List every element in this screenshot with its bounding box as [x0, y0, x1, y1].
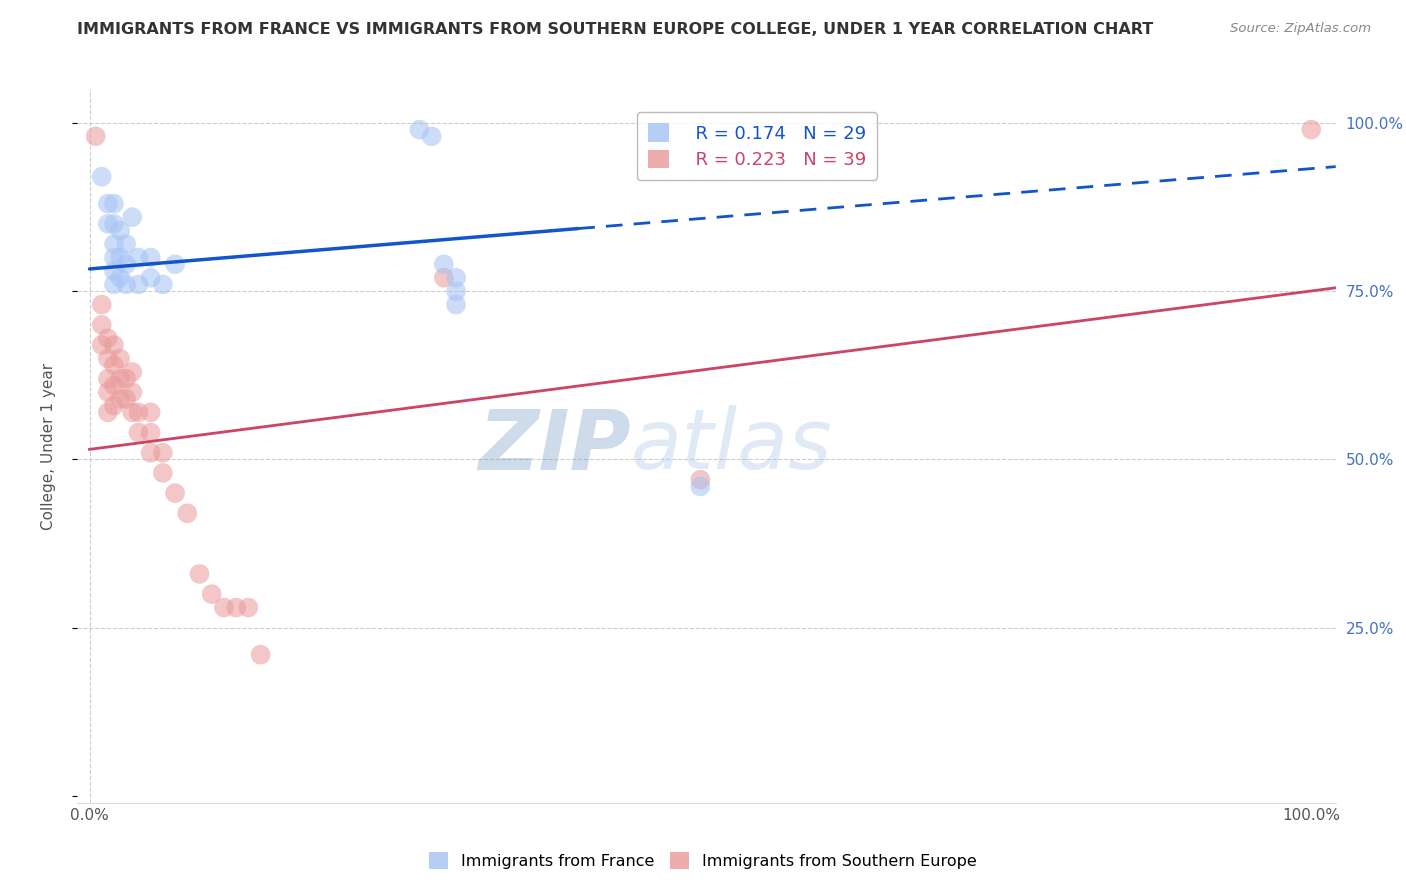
Point [108, 270, 131, 285]
Y-axis label: College, Under 1 year: College, Under 1 year [42, 362, 56, 530]
Point [121, 405, 143, 419]
Point [139, 425, 162, 440]
Point [103, 378, 125, 392]
Point [90, 298, 112, 312]
Point [103, 237, 125, 252]
Point [115, 392, 138, 406]
Point [115, 372, 138, 386]
Point [121, 385, 143, 400]
Point [108, 351, 131, 366]
Point [225, 600, 247, 615]
Point [97, 405, 120, 419]
Point [689, 473, 711, 487]
Point [121, 365, 143, 379]
Point [127, 251, 149, 265]
Point [212, 600, 235, 615]
Point [433, 257, 456, 271]
Point [103, 277, 125, 292]
Point [201, 587, 224, 601]
Point [90, 169, 112, 184]
Point [408, 122, 430, 136]
Point [97, 196, 120, 211]
Point [139, 446, 162, 460]
Point [103, 251, 125, 265]
Text: Source: ZipAtlas.com: Source: ZipAtlas.com [1230, 22, 1371, 36]
Point [238, 600, 260, 615]
Point [115, 257, 138, 271]
Point [90, 338, 112, 352]
Point [97, 217, 120, 231]
Point [165, 257, 187, 271]
Point [90, 318, 112, 332]
Point [103, 338, 125, 352]
Point [139, 251, 162, 265]
Point [115, 277, 138, 292]
Point [433, 270, 456, 285]
Point [444, 270, 467, 285]
Point [103, 217, 125, 231]
Point [176, 506, 198, 520]
Point [689, 479, 711, 493]
Point [115, 237, 138, 252]
Point [97, 372, 120, 386]
Text: ZIP: ZIP [478, 406, 631, 486]
Point [444, 298, 467, 312]
Point [97, 331, 120, 345]
Point [127, 425, 149, 440]
Point [103, 196, 125, 211]
Point [152, 277, 174, 292]
Point [127, 405, 149, 419]
Text: IMMIGRANTS FROM FRANCE VS IMMIGRANTS FROM SOUTHERN EUROPE COLLEGE, UNDER 1 YEAR : IMMIGRANTS FROM FRANCE VS IMMIGRANTS FRO… [77, 22, 1153, 37]
Point [444, 284, 467, 298]
Point [103, 264, 125, 278]
Point [420, 129, 443, 144]
Point [152, 446, 174, 460]
Point [188, 566, 211, 581]
Point [249, 648, 271, 662]
Point [108, 372, 131, 386]
Point [139, 270, 162, 285]
Legend: Immigrants from France, Immigrants from Southern Europe: Immigrants from France, Immigrants from … [423, 846, 983, 875]
Point [1301, 122, 1323, 136]
Point [121, 210, 143, 224]
Point [97, 351, 120, 366]
Point [84, 129, 107, 144]
Point [108, 223, 131, 237]
Point [108, 392, 131, 406]
Point [103, 399, 125, 413]
Point [139, 405, 162, 419]
Point [152, 466, 174, 480]
Point [165, 486, 187, 500]
Point [127, 277, 149, 292]
Point [108, 251, 131, 265]
Text: atlas: atlas [631, 406, 832, 486]
Point [97, 385, 120, 400]
Point [103, 358, 125, 372]
Legend:   R = 0.174   N = 29,   R = 0.223   N = 39: R = 0.174 N = 29, R = 0.223 N = 39 [637, 112, 877, 180]
